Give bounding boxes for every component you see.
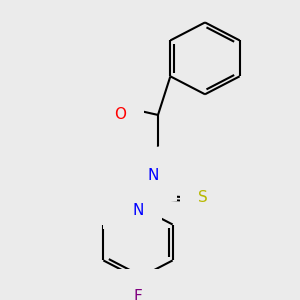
Text: N: N xyxy=(132,202,144,217)
Text: H: H xyxy=(132,164,142,178)
Text: H: H xyxy=(115,96,125,110)
Text: F: F xyxy=(134,289,142,300)
Text: S: S xyxy=(198,190,208,205)
Text: H: H xyxy=(120,199,130,213)
Text: O: O xyxy=(114,106,126,122)
Text: N: N xyxy=(147,168,159,183)
